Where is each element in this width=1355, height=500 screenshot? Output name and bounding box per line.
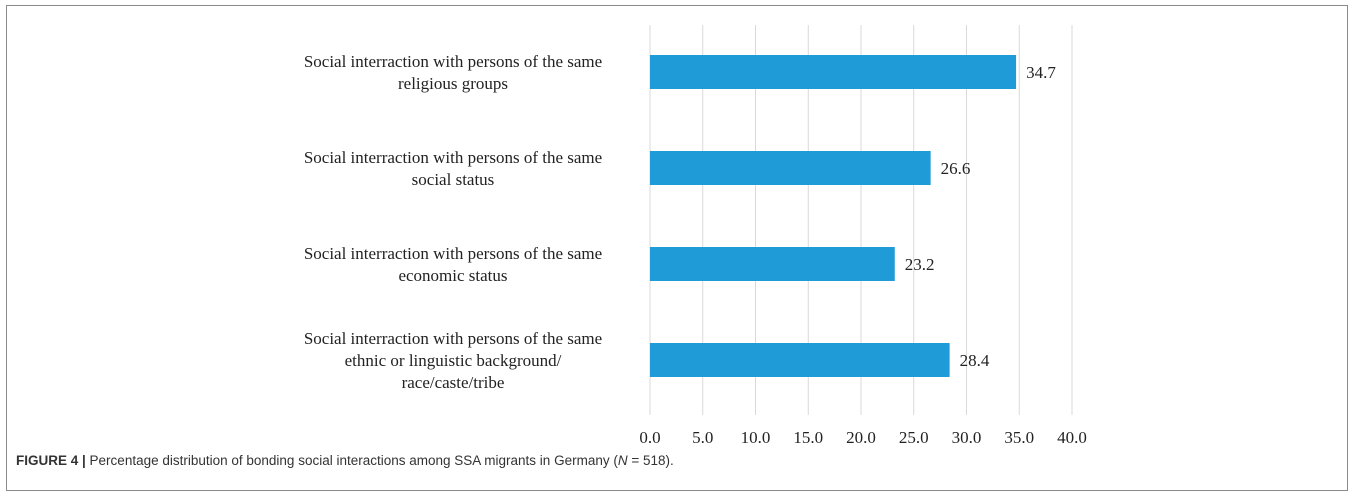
category-label: Social interraction with persons of the … [304,148,602,189]
caption-n-symbol: N [617,453,628,468]
figure-label: FIGURE 4 | [16,453,86,468]
caption-text-end: = 518). [627,453,674,468]
category-label-line: Social interraction with persons of the … [304,244,602,263]
x-tick-label: 5.0 [692,428,713,447]
x-tick-label: 0.0 [639,428,660,447]
category-label-line: religious groups [398,74,508,93]
bars: 34.7 26.6 23.2 28.4 [650,55,1056,377]
category-label-line: ethnic or linguistic background/ [345,351,562,370]
figure-caption: FIGURE 4 | Percentage distribution of bo… [16,453,674,468]
category-label-line: race/caste/tribe [402,373,505,392]
x-axis-ticks: 0.0 5.0 10.0 15.0 20.0 25.0 30.0 35.0 40.0 [639,428,1087,447]
bar-value-label: 28.4 [960,351,990,370]
bar [650,151,931,185]
x-tick-label: 25.0 [899,428,929,447]
bar [650,247,895,281]
x-tick-label: 20.0 [846,428,876,447]
category-label-line: Social interraction with persons of the … [304,52,602,71]
x-tick-label: 40.0 [1057,428,1087,447]
category-label-line: social status [412,170,495,189]
bar-value-label: 23.2 [905,255,935,274]
bar-value-label: 26.6 [941,159,971,178]
category-label-line: Social interraction with persons of the … [304,148,602,167]
bar-value-label: 34.7 [1026,63,1056,82]
x-tick-label: 30.0 [952,428,982,447]
x-tick-label: 10.0 [741,428,771,447]
x-tick-label: 35.0 [1004,428,1034,447]
category-label: Social interraction with persons of the … [304,52,602,93]
bar [650,343,950,377]
category-label: Social interraction with persons of the … [304,244,602,285]
category-labels: Social interraction with persons of the … [304,52,602,392]
x-tick-label: 15.0 [793,428,823,447]
bar-chart: 34.7 26.6 23.2 28.4 Social interraction wit… [304,25,1087,447]
category-label-line: Social interraction with persons of the … [304,329,602,348]
category-label-line: economic status [398,266,507,285]
bar [650,55,1017,89]
caption-text: Percentage distribution of bonding socia… [85,453,618,468]
category-label: Social interraction with persons of the … [304,329,602,392]
